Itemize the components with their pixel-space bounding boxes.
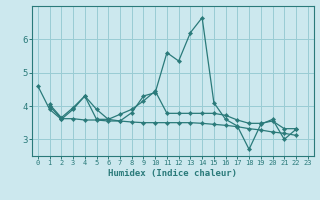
X-axis label: Humidex (Indice chaleur): Humidex (Indice chaleur) — [108, 169, 237, 178]
